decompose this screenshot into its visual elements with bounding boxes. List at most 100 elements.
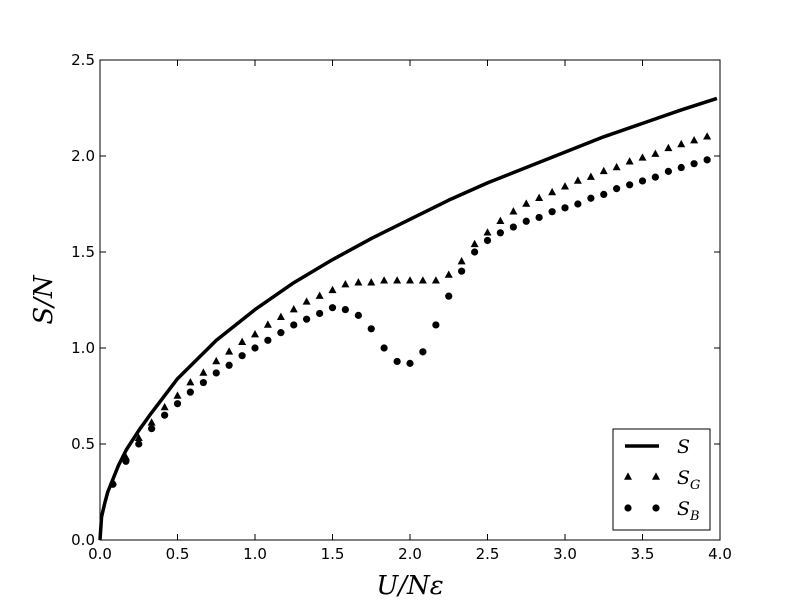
y-axis-label: S/N (29, 274, 59, 325)
data-point-circle (509, 223, 517, 231)
data-point-circle (341, 306, 349, 314)
data-point-triangle (250, 329, 260, 338)
data-point-triangle (496, 216, 505, 225)
data-point-circle (483, 236, 492, 245)
data-point-triangle (186, 377, 195, 386)
data-point-circle (445, 292, 453, 300)
data-point-triangle (238, 337, 247, 345)
data-point-triangle (212, 356, 221, 365)
series-s-b (109, 156, 711, 488)
data-point-triangle (418, 276, 427, 284)
data-point-circle (148, 425, 156, 433)
legend-label: SB (677, 498, 700, 524)
data-point-triangle (599, 166, 608, 175)
x-tick-label: 1.5 (321, 545, 345, 563)
x-tick-label: 4.0 (708, 545, 732, 563)
data-point-circle (535, 213, 543, 222)
x-tick-label: 2.0 (398, 545, 422, 563)
data-point-triangle (586, 172, 595, 180)
data-point-triangle (367, 278, 376, 286)
y-tick-label: 0.5 (71, 435, 95, 453)
x-tick-label: 2.5 (476, 545, 500, 563)
data-point-triangle (509, 207, 518, 215)
data-point-circle (303, 315, 311, 323)
data-point-triangle (457, 257, 466, 265)
data-point-triangle (483, 228, 492, 236)
data-point-triangle (147, 418, 156, 426)
x-axis: 0.0 0.5 1.0 1.5 2.0 2.5 3.0 3.5 4.0 (88, 60, 732, 563)
x-tick-label: 3.0 (553, 545, 577, 563)
data-point-circle (664, 167, 672, 175)
data-point-circle (638, 177, 647, 185)
data-point-triangle (690, 136, 699, 144)
x-axis-label: U/Nε (376, 571, 443, 600)
legend-label-main: S (677, 436, 690, 458)
data-point-triangle (160, 402, 169, 411)
data-point-triangle (328, 285, 337, 294)
data-point-circle (173, 400, 182, 408)
data-point-circle (471, 248, 479, 256)
data-point-circle (367, 325, 375, 333)
data-point-triangle (225, 347, 234, 355)
data-point-circle (626, 181, 634, 189)
data-point-triangle (380, 276, 389, 284)
data-point-triangle (134, 433, 143, 441)
data-point-circle (161, 411, 169, 419)
data-point-circle (122, 457, 130, 465)
data-point-circle (651, 173, 659, 181)
legend-swatch-circle (652, 504, 660, 512)
data-point-circle (432, 321, 440, 329)
data-point-triangle (470, 239, 479, 248)
data-point-circle (238, 352, 246, 360)
data-point-circle (613, 185, 621, 193)
data-point-triangle (263, 320, 272, 328)
y-axis: 0.0 0.5 1.0 1.5 2.0 2.5 (71, 51, 720, 549)
legend-label-main: S (677, 498, 690, 520)
data-point-triangle (341, 280, 350, 288)
data-point-triangle (431, 276, 440, 284)
data-point-circle (328, 304, 337, 312)
legend-swatch-triangle (651, 472, 661, 480)
plot-marks (98, 96, 718, 541)
data-point-circle (199, 378, 207, 387)
x-tick-label: 3.5 (631, 545, 655, 563)
data-point-triangle (289, 305, 298, 313)
data-point-circle (109, 480, 117, 488)
legend-label-main: S (677, 467, 690, 489)
data-point-triangle (522, 199, 531, 207)
series-s-g (108, 132, 712, 486)
data-point-circle (458, 267, 466, 275)
data-point-circle (600, 190, 608, 198)
data-point-triangle (638, 153, 647, 161)
data-point-circle (135, 440, 143, 448)
x-tick-label: 0.5 (166, 545, 190, 563)
legend-label-sub: B (689, 509, 700, 524)
data-point-triangle (651, 149, 660, 157)
data-point-triangle (276, 312, 285, 321)
data-point-circle (561, 204, 569, 212)
data-point-triangle (677, 139, 686, 148)
data-point-circle (574, 200, 582, 208)
data-point-circle (677, 163, 685, 172)
data-point-triangle (548, 187, 557, 196)
legend-swatch-triangle (623, 472, 633, 480)
data-point-circle (354, 311, 362, 319)
y-tick-label: 0.0 (71, 531, 95, 549)
legend-swatch-circle (624, 504, 632, 512)
data-point-circle (393, 357, 401, 366)
legend-label: S (677, 436, 690, 458)
data-point-circle (406, 359, 414, 367)
y-tick-label: 2.5 (71, 51, 95, 69)
data-point-triangle (354, 278, 363, 286)
data-point-circle (316, 309, 324, 318)
data-point-triangle (393, 276, 402, 284)
data-point-triangle (405, 276, 415, 284)
data-point-circle (380, 344, 388, 352)
data-point-circle (522, 217, 530, 225)
data-point-circle (587, 194, 595, 202)
data-point-circle (290, 321, 298, 329)
y-tick-label: 1.5 (71, 243, 95, 261)
data-point-circle (496, 229, 504, 237)
